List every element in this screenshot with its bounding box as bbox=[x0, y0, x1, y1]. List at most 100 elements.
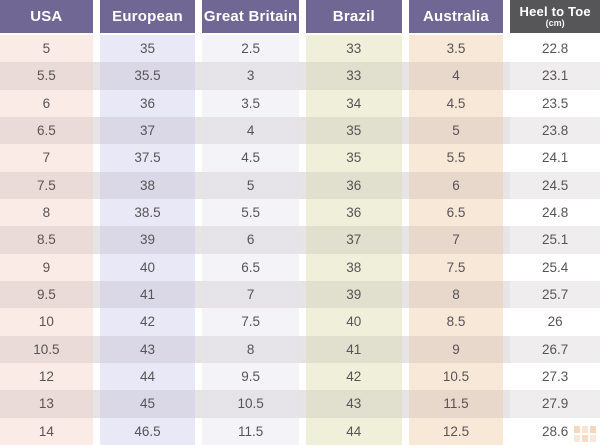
table-cell: 37 bbox=[99, 116, 196, 145]
table-cell: 4 bbox=[408, 62, 504, 90]
table-cell: 40 bbox=[305, 308, 402, 336]
table-cell: 8.5 bbox=[408, 308, 504, 336]
table-cell: 39 bbox=[99, 226, 196, 254]
table-cell: 4.5 bbox=[202, 144, 299, 172]
table-cell: 9.5 bbox=[0, 280, 93, 309]
table-row: 13 45 10.5 43 11.5 27.9 bbox=[0, 390, 600, 418]
table-cell: 23.5 bbox=[510, 89, 600, 117]
table-cell: 6.5 bbox=[202, 253, 299, 281]
header-cell-heel-to-toe: Heel to Toe (cm) bbox=[510, 0, 600, 33]
table-cell: 10.5 bbox=[0, 335, 93, 363]
header-label: Heel to Toe bbox=[519, 3, 591, 19]
table-cell: 5.5 bbox=[408, 144, 504, 172]
table-cell: 2.5 bbox=[202, 35, 299, 63]
table-cell: 35.5 bbox=[99, 62, 196, 90]
table-cell: 46.5 bbox=[99, 417, 196, 445]
table-row: 12 44 9.5 42 10.5 27.3 bbox=[0, 362, 600, 391]
table-cell: 10.5 bbox=[202, 390, 299, 418]
table-cell: 8 bbox=[0, 198, 93, 227]
table-row: 8 38.5 5.5 36 6.5 24.8 bbox=[0, 198, 600, 227]
table-row: 10.5 43 8 41 9 26.7 bbox=[0, 335, 600, 363]
table-cell: 40 bbox=[99, 253, 196, 281]
table-cell: 38 bbox=[99, 171, 196, 199]
table-cell: 7 bbox=[202, 280, 299, 309]
header-label: USA bbox=[30, 7, 63, 25]
table-cell: 9 bbox=[0, 253, 93, 281]
table-cell: 7 bbox=[0, 144, 93, 172]
table-row: 5 35 2.5 33 3.5 22.8 bbox=[0, 35, 600, 63]
table-cell: 36 bbox=[305, 171, 402, 199]
table-cell: 38.5 bbox=[99, 198, 196, 227]
table-cell: 25.4 bbox=[510, 253, 600, 281]
table-cell: 8 bbox=[202, 335, 299, 363]
table-cell: 36 bbox=[99, 89, 196, 117]
table-cell: 6 bbox=[408, 171, 504, 199]
table-cell: 26.7 bbox=[510, 335, 600, 363]
table-cell: 24.5 bbox=[510, 171, 600, 199]
table-cell: 7.5 bbox=[408, 253, 504, 281]
table-cell: 10 bbox=[0, 308, 93, 336]
table-cell: 5 bbox=[0, 35, 93, 63]
table-cell: 12.5 bbox=[408, 417, 504, 445]
table-cell: 24.8 bbox=[510, 198, 600, 227]
table-cell: 34 bbox=[305, 89, 402, 117]
table-cell: 43 bbox=[305, 390, 402, 418]
table-cell: 8.5 bbox=[0, 226, 93, 254]
table-cell: 7.5 bbox=[202, 308, 299, 336]
table-cell: 25.1 bbox=[510, 226, 600, 254]
table-row: 8.5 39 6 37 7 25.1 bbox=[0, 226, 600, 254]
table-cell: 5.5 bbox=[202, 198, 299, 227]
table-cell: 3 bbox=[202, 62, 299, 90]
table-row: 10 42 7.5 40 8.5 26 bbox=[0, 308, 600, 336]
header-label: Australia bbox=[422, 7, 489, 25]
table-cell: 9.5 bbox=[202, 362, 299, 391]
table-cell: 23.1 bbox=[510, 62, 600, 90]
table-cell: 6 bbox=[202, 226, 299, 254]
table-cell: 42 bbox=[99, 308, 196, 336]
table-cell: 37 bbox=[305, 226, 402, 254]
table-cell: 4 bbox=[202, 116, 299, 145]
table-cell: 3.5 bbox=[202, 89, 299, 117]
table-cell: 44 bbox=[99, 362, 196, 391]
table-cell: 3.5 bbox=[408, 35, 504, 63]
header-cell-great-britain: Great Britain bbox=[202, 0, 299, 33]
table-cell: 33 bbox=[305, 62, 402, 90]
header-cell-european: European bbox=[99, 0, 196, 33]
table-cell: 37.5 bbox=[99, 144, 196, 172]
table-body: 5 35 2.5 33 3.5 22.8 5.5 35.5 3 33 4 23.1 6 36 3.5 34 4.… bbox=[0, 35, 600, 445]
table-cell: 28.6 bbox=[510, 417, 600, 445]
table-cell: 44 bbox=[305, 417, 402, 445]
table-cell: 38 bbox=[305, 253, 402, 281]
header-label: Brazil bbox=[332, 7, 375, 25]
table-cell: 13 bbox=[0, 390, 93, 418]
table-row: 7 37.5 4.5 35 5.5 24.1 bbox=[0, 144, 600, 172]
table-cell: 35 bbox=[99, 35, 196, 63]
table-row: 7.5 38 5 36 6 24.5 bbox=[0, 171, 600, 199]
table-row: 14 46.5 11.5 44 12.5 28.6 bbox=[0, 417, 600, 445]
table-cell: 35 bbox=[305, 144, 402, 172]
table-cell: 8 bbox=[408, 280, 504, 309]
table-cell: 5 bbox=[408, 116, 504, 145]
table-cell: 25.7 bbox=[510, 280, 600, 309]
header-label: Great Britain bbox=[203, 7, 298, 25]
table-row: 6 36 3.5 34 4.5 23.5 bbox=[0, 89, 600, 117]
table-cell: 7 bbox=[408, 226, 504, 254]
table-cell: 36 bbox=[305, 198, 402, 227]
logo-watermark-icon bbox=[574, 426, 596, 442]
table-cell: 5.5 bbox=[0, 62, 93, 90]
table-cell: 6.5 bbox=[408, 198, 504, 227]
table-cell: 35 bbox=[305, 116, 402, 145]
table-cell: 27.9 bbox=[510, 390, 600, 418]
header-label: European bbox=[112, 7, 183, 25]
table-cell: 14 bbox=[0, 417, 93, 445]
table-cell: 39 bbox=[305, 280, 402, 309]
table-cell: 7.5 bbox=[0, 171, 93, 199]
table-cell: 24.1 bbox=[510, 144, 600, 172]
table-cell: 22.8 bbox=[510, 35, 600, 63]
table-cell: 43 bbox=[99, 335, 196, 363]
header-cell-australia: Australia bbox=[408, 0, 504, 33]
table-row: 9 40 6.5 38 7.5 25.4 bbox=[0, 253, 600, 281]
table-row: 6.5 37 4 35 5 23.8 bbox=[0, 116, 600, 145]
header-cell-usa: USA bbox=[0, 0, 93, 33]
